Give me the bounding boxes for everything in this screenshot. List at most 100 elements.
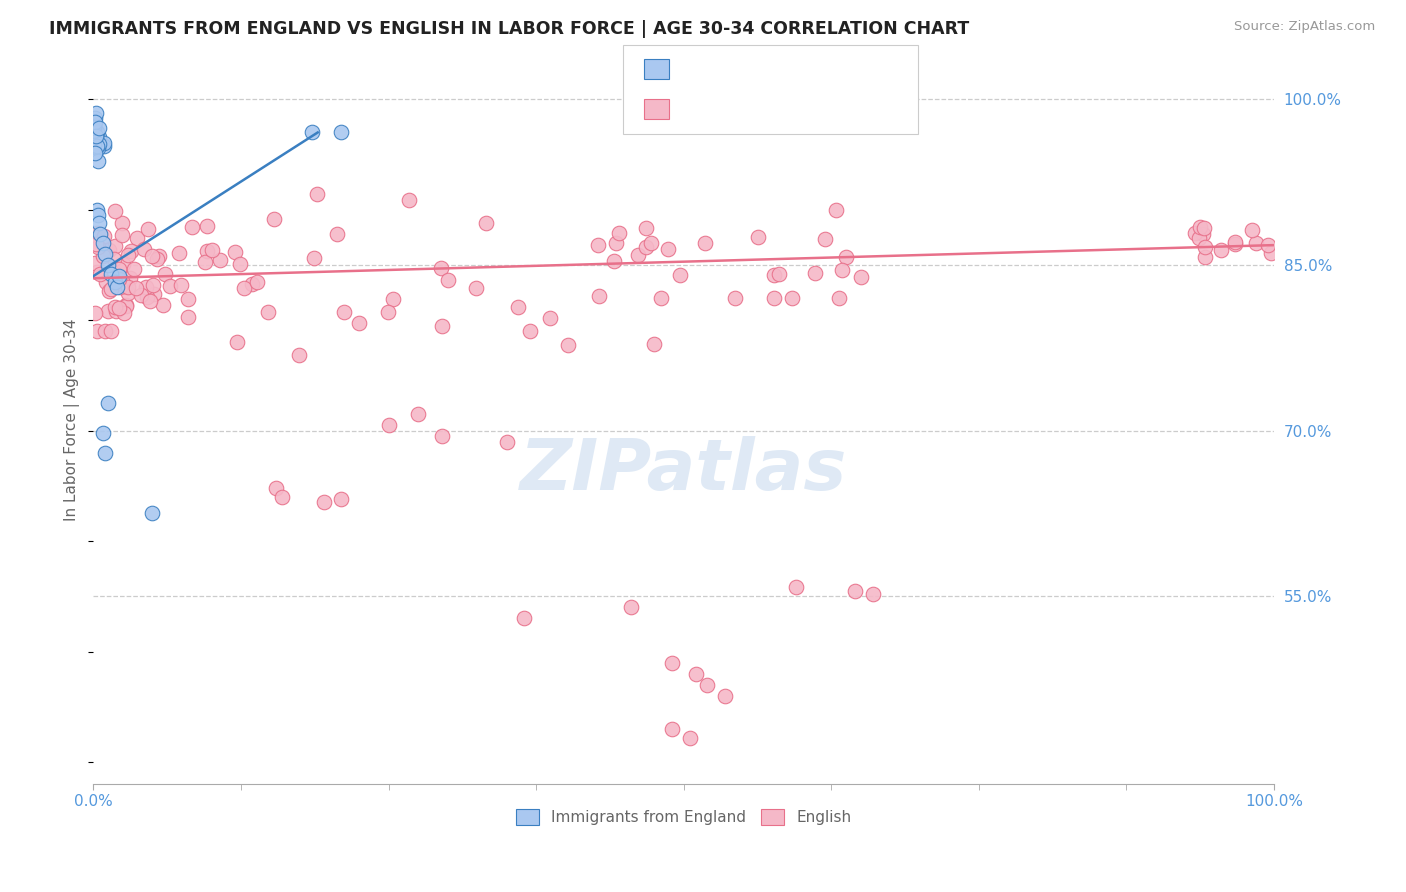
Point bbox=[104, 204, 127, 219]
Point bbox=[634, 240, 657, 254]
Point bbox=[84, 145, 107, 160]
Point bbox=[1257, 237, 1279, 252]
Point bbox=[1188, 230, 1211, 244]
Point bbox=[136, 290, 159, 304]
Point bbox=[89, 267, 111, 281]
Point bbox=[831, 262, 853, 277]
Point bbox=[226, 335, 249, 350]
Point bbox=[159, 279, 181, 293]
Point bbox=[89, 130, 111, 145]
Point bbox=[177, 310, 200, 324]
Point bbox=[91, 235, 114, 250]
Point bbox=[312, 495, 335, 509]
Point bbox=[117, 248, 139, 262]
Point bbox=[201, 244, 224, 258]
Point bbox=[538, 310, 561, 325]
Point bbox=[94, 275, 117, 289]
Text: 35: 35 bbox=[815, 60, 838, 78]
Point bbox=[86, 226, 108, 240]
Point bbox=[240, 277, 263, 291]
Point bbox=[586, 238, 609, 252]
Point bbox=[257, 305, 280, 319]
Point bbox=[513, 611, 536, 625]
Point bbox=[143, 287, 166, 301]
Point bbox=[620, 600, 643, 615]
Point bbox=[89, 227, 111, 241]
Point bbox=[643, 337, 665, 351]
Point bbox=[195, 244, 218, 259]
Point bbox=[862, 587, 884, 601]
Point bbox=[135, 280, 157, 294]
Point bbox=[93, 324, 115, 338]
Point bbox=[266, 481, 288, 495]
Point bbox=[83, 115, 105, 129]
Point bbox=[246, 275, 269, 289]
Point bbox=[177, 293, 200, 307]
Point bbox=[330, 492, 353, 507]
Text: Source: ZipAtlas.com: Source: ZipAtlas.com bbox=[1234, 20, 1375, 33]
Point bbox=[302, 251, 325, 265]
Point bbox=[398, 194, 420, 208]
Point bbox=[111, 216, 134, 230]
Point bbox=[377, 305, 399, 319]
Point bbox=[91, 425, 114, 440]
Point bbox=[105, 304, 128, 318]
Point bbox=[108, 279, 131, 293]
Point bbox=[696, 678, 718, 692]
Point bbox=[170, 277, 193, 292]
Point bbox=[111, 227, 134, 242]
Text: ZIPatlas: ZIPatlas bbox=[520, 436, 848, 505]
Point bbox=[94, 446, 117, 460]
Point bbox=[83, 137, 105, 152]
Point bbox=[804, 266, 827, 280]
Point bbox=[661, 656, 683, 670]
Point bbox=[377, 418, 399, 433]
Point bbox=[330, 125, 353, 139]
Point bbox=[271, 490, 294, 504]
Point bbox=[146, 252, 169, 266]
Point bbox=[84, 105, 107, 120]
Point bbox=[84, 236, 107, 251]
Point bbox=[1191, 227, 1213, 241]
Point bbox=[169, 246, 191, 260]
Point bbox=[233, 281, 256, 295]
Point bbox=[97, 258, 120, 272]
Point bbox=[495, 434, 517, 449]
Point bbox=[83, 136, 105, 150]
Point bbox=[844, 583, 866, 598]
Point bbox=[100, 324, 122, 338]
Point bbox=[432, 318, 454, 333]
Point bbox=[83, 129, 105, 144]
Text: 0.084: 0.084 bbox=[717, 100, 769, 119]
Point bbox=[685, 666, 707, 681]
Point bbox=[98, 243, 121, 257]
Point bbox=[148, 250, 170, 264]
Point bbox=[84, 135, 107, 149]
Point bbox=[603, 254, 626, 268]
Point bbox=[429, 260, 451, 275]
Point bbox=[195, 219, 218, 234]
Point bbox=[86, 139, 108, 153]
Point bbox=[301, 125, 323, 139]
Point bbox=[114, 279, 136, 293]
Point bbox=[1184, 227, 1206, 241]
Point bbox=[107, 271, 129, 285]
Point bbox=[333, 305, 356, 319]
Point bbox=[86, 324, 108, 338]
Point bbox=[693, 235, 716, 250]
Point bbox=[640, 236, 662, 251]
Point bbox=[326, 227, 349, 241]
Point bbox=[86, 265, 108, 279]
Point bbox=[89, 216, 111, 230]
Point bbox=[605, 235, 627, 250]
Point bbox=[138, 293, 160, 308]
Point bbox=[104, 239, 127, 253]
Point bbox=[86, 141, 108, 155]
Point bbox=[108, 262, 131, 277]
Point bbox=[678, 731, 700, 745]
Point bbox=[100, 283, 122, 297]
Point bbox=[110, 276, 132, 290]
Point bbox=[714, 689, 737, 703]
Point bbox=[381, 292, 404, 306]
Point bbox=[661, 722, 683, 736]
